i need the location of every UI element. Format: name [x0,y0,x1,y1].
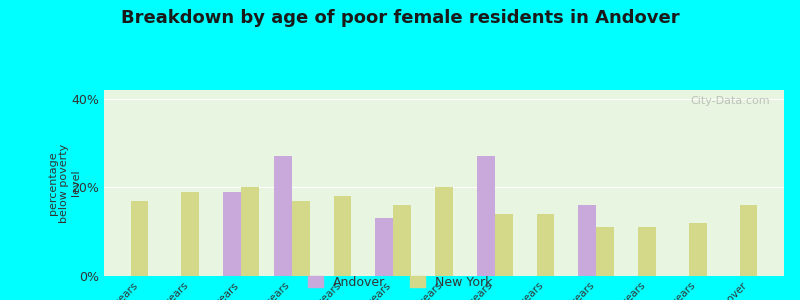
Bar [130,201,149,276]
Bar [739,205,758,276]
Bar [375,218,394,276]
Bar [292,201,310,276]
Y-axis label: percentage
below poverty
level: percentage below poverty level [48,143,81,223]
Bar [182,192,199,276]
Bar [274,156,292,276]
Bar [241,188,258,276]
Bar [494,214,513,276]
Legend: Andover, New York: Andover, New York [302,271,498,294]
Bar [638,227,656,276]
Bar [435,188,453,276]
Text: Breakdown by age of poor female residents in Andover: Breakdown by age of poor female resident… [121,9,679,27]
Bar [596,227,614,276]
Bar [537,214,554,276]
Text: City-Data.com: City-Data.com [690,96,770,106]
Bar [578,205,596,276]
Bar [334,196,351,276]
Bar [689,223,706,276]
Bar [477,156,494,276]
Bar [223,192,241,276]
Bar [394,205,411,276]
